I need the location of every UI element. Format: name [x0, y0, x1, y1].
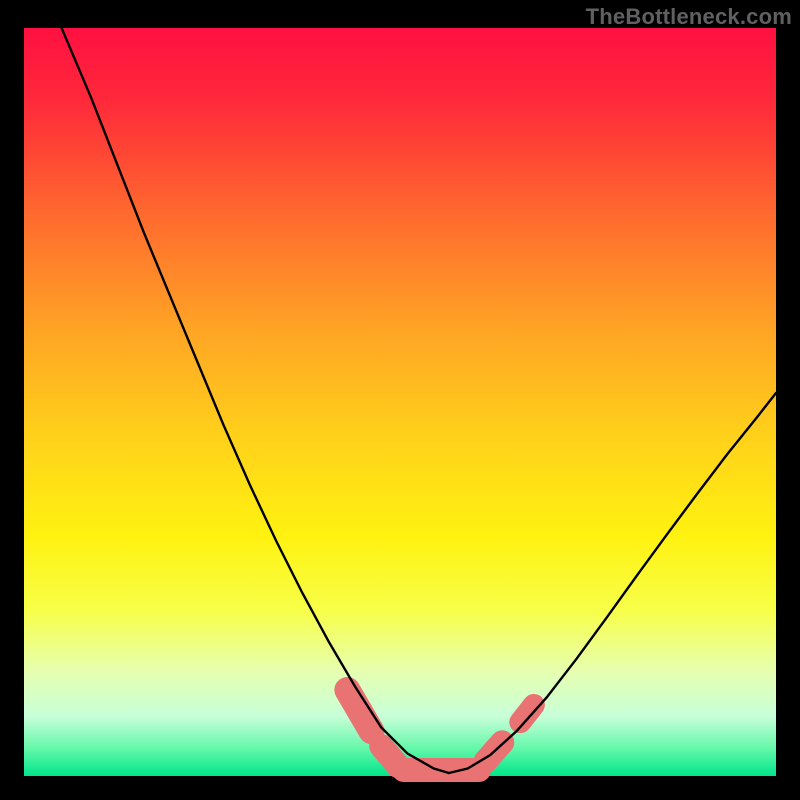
bottleneck-curve-chart — [0, 0, 800, 800]
chart-container: TheBottleneck.com — [0, 0, 800, 800]
gradient-plot-background — [24, 28, 776, 776]
watermark-text: TheBottleneck.com — [586, 4, 792, 30]
